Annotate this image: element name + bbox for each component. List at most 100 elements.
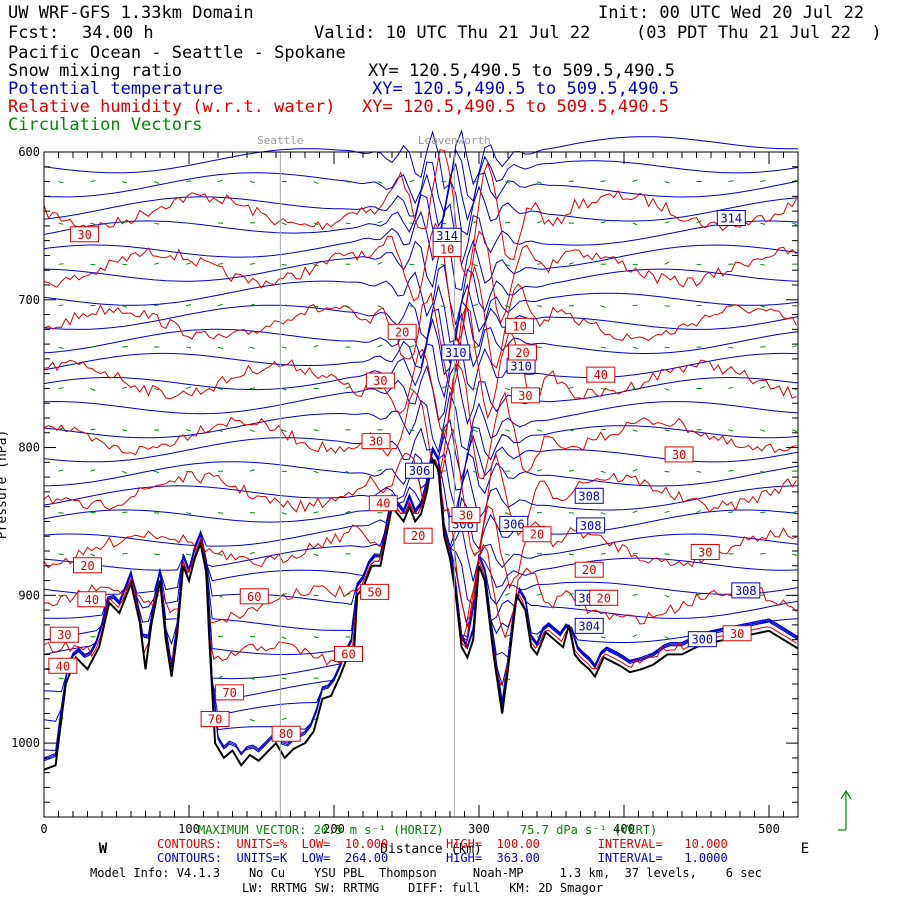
theta-label-box <box>405 462 435 479</box>
rh-label: 70 <box>208 712 222 726</box>
circulation-vector <box>281 512 287 515</box>
rh-label-box <box>360 583 390 600</box>
circulation-vector <box>664 429 670 432</box>
circulation-vector <box>441 385 447 389</box>
circulation-vector <box>377 305 383 308</box>
rh-label: 80 <box>279 727 293 741</box>
circulation-vector <box>760 222 766 225</box>
circulation-vector <box>504 429 511 432</box>
circulation-vector <box>58 304 64 307</box>
rh-label-box <box>589 589 619 606</box>
circulation-vector <box>696 470 702 473</box>
theta-label: 310 <box>510 359 532 373</box>
circulation-vector <box>281 593 287 596</box>
rh-label: 10 <box>512 319 526 333</box>
circulation-vector <box>58 387 64 389</box>
rh-label-box <box>403 527 433 544</box>
rh-label: 20 <box>395 325 409 339</box>
theta-label-box <box>441 344 471 361</box>
circulation-vector <box>313 470 319 474</box>
rh-contour <box>43 265 797 394</box>
circulation-vector <box>504 263 511 267</box>
circulation-vector <box>58 427 64 431</box>
circulation-vector <box>154 304 160 307</box>
circulation-vector <box>281 677 287 680</box>
west-end-label: W <box>99 841 108 857</box>
circulation-vector <box>281 387 287 391</box>
circulation-vector <box>377 261 383 265</box>
rh-label-box <box>722 625 752 642</box>
forecast-label: Fcst: <box>8 23 60 43</box>
valid-time: Valid: 10 UTC Thu 21 Jul 22 <box>314 23 591 43</box>
circulation-vector <box>90 553 96 557</box>
rh-label-box <box>73 557 102 574</box>
circulation-vector <box>409 179 415 183</box>
circulation-vector <box>760 429 766 432</box>
reference-vector-icon <box>838 789 852 831</box>
circulation-vector <box>664 470 670 473</box>
circulation-vector <box>792 429 798 433</box>
rh-label-box <box>48 657 78 674</box>
circulation-vector <box>249 263 255 265</box>
circulation-vector <box>600 346 606 349</box>
circulation-vector <box>473 387 479 390</box>
circulation-vector <box>377 181 383 184</box>
theta-label-box <box>574 617 604 634</box>
circulation-vector <box>664 261 670 265</box>
circulation-vector <box>760 180 766 183</box>
circulation-vector <box>154 181 159 184</box>
theta-label: 308 <box>578 489 600 503</box>
circulation-vector <box>154 222 160 225</box>
model-title: UW WRF-GFS 1.33km Domain <box>8 3 254 23</box>
circulation-vector <box>154 470 160 474</box>
model-info: Model Info: V4.1.3 No Cu YSU PBL Thompso… <box>90 866 762 880</box>
circulation-vector <box>186 180 192 183</box>
circulation-vector <box>313 222 319 226</box>
circulation-vector <box>58 553 64 555</box>
circulation-vector <box>122 221 128 224</box>
rh-label: 70 <box>222 686 236 700</box>
theta-label-box <box>574 487 604 504</box>
circulation-vector <box>185 429 192 432</box>
circulation-vector <box>154 553 160 556</box>
circulation-vector <box>473 551 479 555</box>
circulation-vector <box>792 511 798 514</box>
field-snow-xy: XY= 120.5,490.5 to 509.5,490.5 <box>368 61 676 81</box>
circulation-vector <box>441 305 447 309</box>
circulation-vector <box>728 346 734 349</box>
circulation-vector <box>122 429 128 432</box>
circulation-vector <box>409 222 415 225</box>
circulation-vector <box>505 221 511 224</box>
rh-label-box <box>49 626 79 643</box>
circulation-vector <box>345 222 351 225</box>
rh-label: 30 <box>459 509 473 523</box>
circulation-vector <box>58 222 64 225</box>
theta-label: 314 <box>720 212 742 226</box>
circulation-vector <box>696 220 702 224</box>
circulation-vector <box>632 552 638 555</box>
circulation-vector <box>217 429 223 433</box>
circulation-vector <box>409 345 415 348</box>
circulation-vector <box>58 594 64 598</box>
rh-label-box <box>586 366 616 383</box>
theta-contour <box>43 228 799 291</box>
circulation-vector <box>90 180 96 183</box>
theta-contour <box>43 202 799 267</box>
circulation-vector <box>600 636 606 639</box>
circulation-vector <box>664 594 670 598</box>
rh-label: 40 <box>376 497 390 511</box>
rh-contour <box>43 149 797 278</box>
circulation-vector <box>154 387 160 391</box>
circulation-vector <box>632 179 638 183</box>
rh-label: 30 <box>698 545 712 559</box>
circulation-vector <box>568 469 574 472</box>
rh-label: 40 <box>56 659 70 673</box>
circulation-vector <box>664 510 670 514</box>
circulation-vector <box>600 305 606 308</box>
circulation-vector <box>154 262 160 265</box>
rh-label-box <box>365 372 395 389</box>
circulation-vector <box>217 553 223 556</box>
theta-label-box <box>576 517 606 534</box>
circulation-vector <box>472 220 478 224</box>
rh-label-box <box>664 446 694 463</box>
